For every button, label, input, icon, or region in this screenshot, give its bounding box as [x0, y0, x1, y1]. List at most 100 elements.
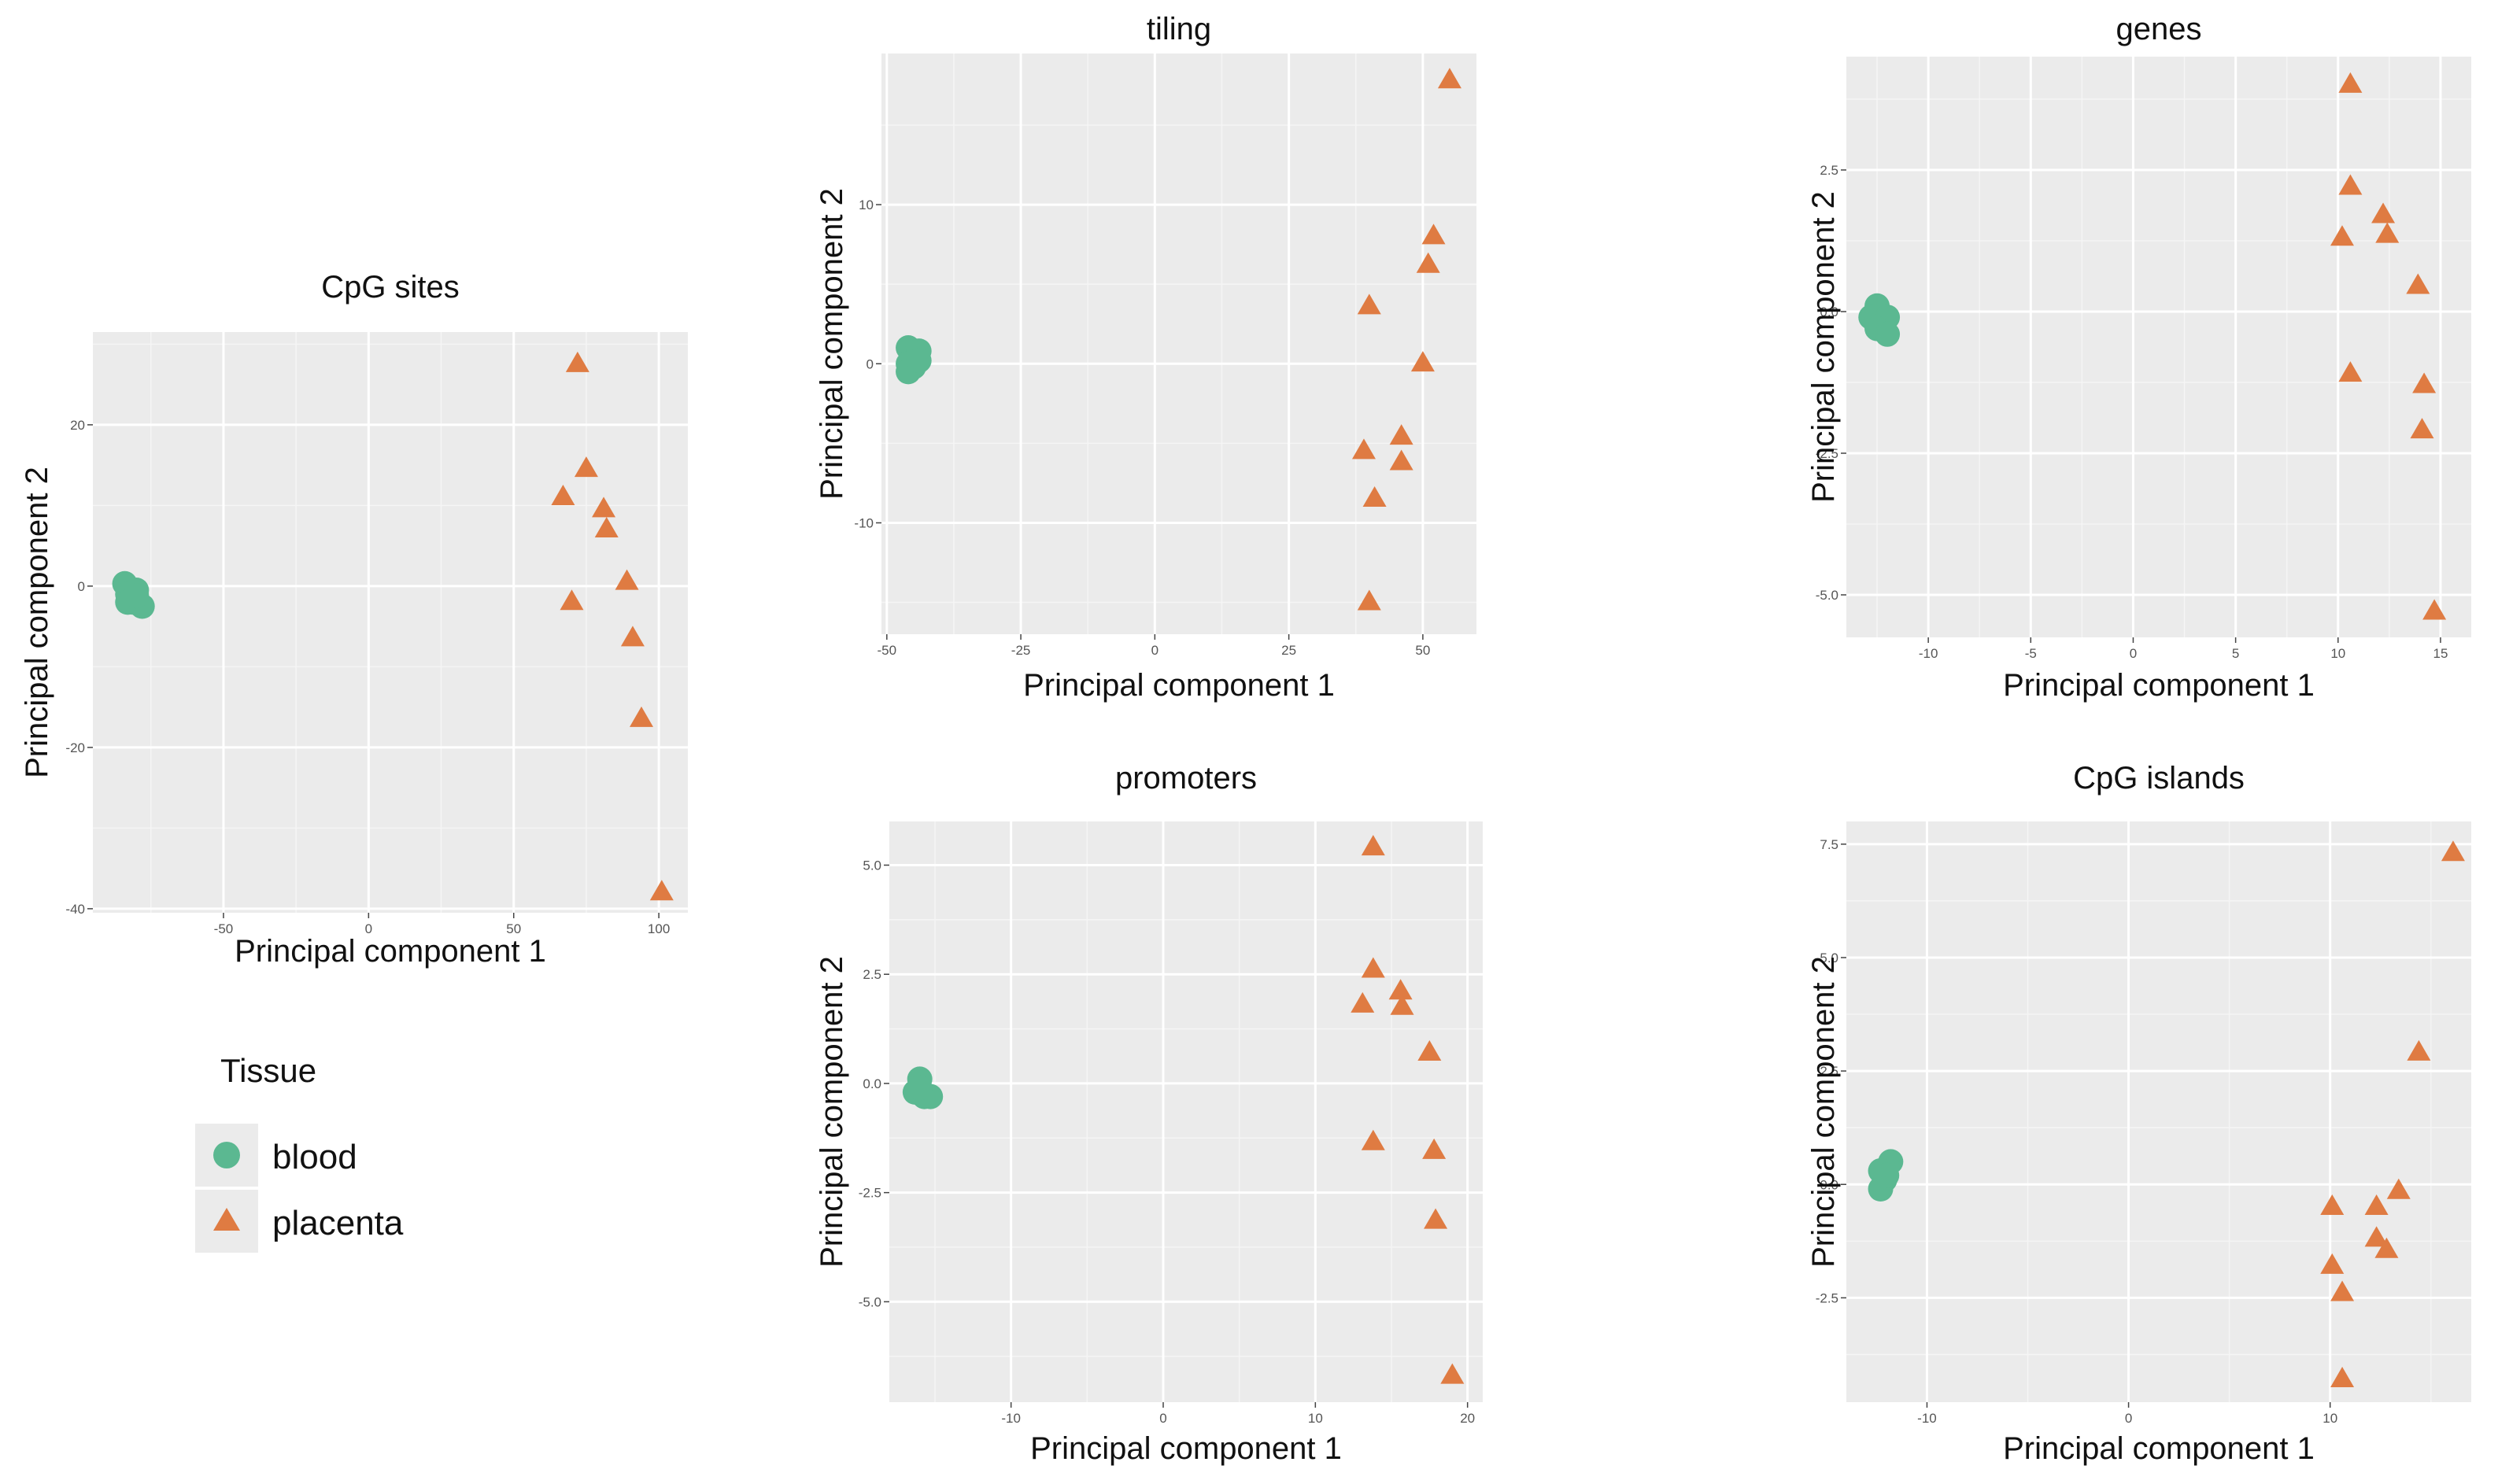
chart-cpg-islands-point-blood [1874, 1162, 1900, 1188]
chart-cpg-sites-xtick-label: 50 [506, 921, 521, 936]
chart-cpg-sites-point-placenta [615, 569, 639, 590]
chart-promoters-point-placenta [1351, 991, 1375, 1013]
chart-cpg-sites-xtick-label: 0 [365, 921, 372, 936]
chart-cpg-islands-point-placenta [2330, 1280, 2355, 1301]
chart-cpg-sites-point-placenta [620, 626, 645, 647]
chart-promoters-xtick-label: 0 [1159, 1411, 1166, 1426]
chart-promoters-xlabel: Principal component 1 [1030, 1431, 1342, 1466]
chart-tiling-xtick-label: -50 [878, 643, 897, 658]
chart-cpg-islands-point-placenta [2386, 1178, 2411, 1199]
chart-genes-point-placenta [2330, 225, 2354, 246]
chart-genes-xlabel: Principal component 1 [2003, 668, 2315, 703]
legend-label-placenta: placenta [272, 1204, 404, 1242]
chart-promoters-point-placenta [1361, 957, 1385, 978]
chart-cpg-sites-point-placenta [649, 880, 674, 901]
chart-tiling-title: tiling [1147, 12, 1211, 46]
chart-tiling-point-placenta [1351, 438, 1376, 460]
chart-cpg-islands-point-placenta [2407, 1039, 2431, 1061]
chart-cpg-sites-point-placenta [592, 497, 616, 518]
chart-genes-point-blood [1875, 321, 1901, 347]
chart-cpg-sites-xtick-label: 100 [648, 921, 670, 936]
chart-promoters-point-placenta [1417, 1039, 1442, 1061]
chart-cpg-islands-ytick-label: 5.0 [1820, 951, 1838, 965]
chart-promoters-point-placenta [1390, 994, 1414, 1015]
chart-genes-xtick-label: 5 [2232, 646, 2239, 661]
chart-genes-title: genes [2116, 12, 2202, 46]
chart-cpg-islands-title: CpG islands [2073, 761, 2245, 796]
chart-tiling-point-placenta [1421, 223, 1446, 245]
chart-genes-xtick-label: 0 [2130, 646, 2137, 661]
chart-tiling-point-placenta [1362, 486, 1387, 508]
chart-promoters-ytick-label: -2.5 [859, 1186, 881, 1201]
chart-genes-point-placenta [2371, 202, 2396, 223]
chart-genes-point-placenta [2338, 174, 2363, 195]
chart-tiling-point-blood [906, 348, 932, 374]
chart-cpg-sites-point-placenta [565, 351, 589, 372]
chart-cpg-islands-point-placenta [2364, 1226, 2389, 1247]
chart-cpg-islands-xtick-label: 10 [2322, 1411, 2337, 1426]
chart-cpg-sites-point-placenta [560, 589, 584, 611]
chart-cpg-sites-ytick-label: -20 [65, 740, 85, 755]
chart-promoters-ytick-label: -5.0 [859, 1294, 881, 1309]
chart-cpg-sites-ylabel: Principal component 2 [20, 467, 54, 778]
chart-cpg-islands-point-placenta [2330, 1367, 2355, 1388]
chart-genes-point-placenta [2410, 418, 2434, 439]
chart-genes-point-placenta [2338, 361, 2363, 382]
chart-promoters-xtick-label: 10 [1308, 1411, 1323, 1426]
chart-promoters-point-placenta [1361, 1129, 1385, 1150]
chart-cpg-sites-ytick-label: 0 [78, 579, 85, 594]
chart-cpg-islands-point-placenta [2441, 840, 2465, 862]
panel-cpg-islands: -10 0 10 -2.5 0.0 2.5 5.0 7.5 CpG islands Princip… [1806, 761, 2471, 1466]
chart-cpg-sites-point-placenta [629, 706, 653, 727]
chart-promoters-point-placenta [1388, 979, 1413, 1000]
chart-cpg-islands-point-placenta [2320, 1253, 2345, 1274]
chart-cpg-islands-point-placenta [2320, 1194, 2345, 1215]
chart-genes-xtick-label: -5 [2025, 646, 2037, 661]
chart-cpg-islands-plot-background [1846, 821, 2471, 1402]
chart-genes-xtick-label: 15 [2433, 646, 2448, 661]
legend-title: Tissue [220, 1052, 316, 1089]
chart-genes-xtick-label: -10 [1919, 646, 1938, 661]
chart-tiling-ytick-label: 10 [859, 197, 874, 212]
chart-cpg-islands-xtick-label: 0 [2125, 1411, 2132, 1426]
chart-cpg-islands-ytick-label: 7.5 [1820, 837, 1838, 852]
chart-promoters-ytick-label: 0.0 [863, 1076, 881, 1091]
chart-genes-ylabel: Principal component 2 [1806, 191, 1841, 503]
chart-cpg-sites-point-placenta [551, 485, 575, 506]
chart-promoters-ytick-label: 2.5 [863, 967, 881, 982]
chart-cpg-islands-ylabel: Principal component 2 [1806, 956, 1841, 1268]
chart-tiling-point-placenta [1357, 589, 1381, 611]
chart-promoters-point-placenta [1361, 835, 1385, 856]
chart-genes-point-placenta [2338, 72, 2363, 93]
chart-cpg-islands-xlabel: Principal component 1 [2003, 1431, 2315, 1466]
panel-tiling: -50 -25 0 25 50 -10 0 10 tiling Principal compone… [815, 12, 1476, 703]
chart-tiling-ytick-label: -10 [854, 515, 874, 530]
chart-tiling-ytick-label: 0 [867, 356, 874, 371]
chart-cpg-sites-ytick-label: 20 [70, 418, 85, 433]
chart-cpg-islands-ytick-label: -2.5 [1816, 1290, 1838, 1305]
chart-genes-plot-background [1846, 57, 2471, 637]
chart-promoters-title: promoters [1115, 761, 1257, 796]
chart-genes-ytick-label: -5.0 [1816, 588, 1838, 603]
chart-genes-ytick-label: -2.5 [1816, 446, 1838, 461]
chart-cpg-islands-xtick-label: -10 [1917, 1411, 1937, 1426]
chart-cpg-sites-xlabel: Principal component 1 [235, 934, 546, 969]
legend-key-blood [213, 1142, 240, 1168]
chart-tiling-xtick-label: 25 [1281, 643, 1296, 658]
chart-genes-point-placenta [2422, 599, 2447, 620]
legend-key-placenta [213, 1208, 240, 1231]
chart-genes-point-placenta [2375, 222, 2400, 243]
chart-cpg-islands-point-placenta [2364, 1194, 2389, 1215]
chart-genes-point-placenta [2406, 273, 2430, 294]
chart-cpg-sites-xtick-label: -50 [214, 921, 234, 936]
chart-promoters-ylabel: Principal component 2 [815, 956, 849, 1268]
chart-cpg-islands-ytick-label: 2.5 [1820, 1064, 1838, 1079]
chart-tiling-xtick-label: -25 [1011, 643, 1031, 658]
chart-cpg-sites-ytick-label: -40 [65, 902, 85, 917]
chart-tiling-ylabel: Principal component 2 [815, 188, 849, 500]
chart-genes-point-placenta [2412, 372, 2437, 393]
chart-tiling-point-placenta [1410, 351, 1435, 372]
chart-tiling-point-placenta [1437, 68, 1461, 89]
chart-tiling-point-placenta [1389, 449, 1413, 471]
